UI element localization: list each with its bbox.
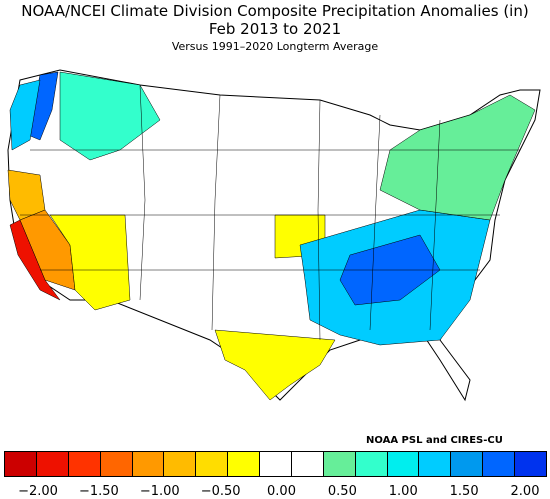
legend-swatch bbox=[5, 452, 37, 476]
division-boundaries bbox=[20, 84, 520, 341]
legend-swatch bbox=[291, 452, 324, 476]
legend-swatch bbox=[387, 452, 420, 476]
legend-swatch bbox=[451, 452, 484, 476]
color-scale-legend bbox=[4, 451, 547, 477]
legend-swatch bbox=[228, 452, 260, 476]
legend-tick-label: 0.00 bbox=[267, 484, 296, 499]
legend-swatch bbox=[196, 452, 229, 476]
legend-swatch bbox=[68, 452, 101, 476]
legend-tick-label: −2.00 bbox=[18, 484, 58, 499]
region-northeast bbox=[379, 94, 536, 221]
map-period: Feb 2013 to 2021 bbox=[208, 20, 342, 38]
region-texas bbox=[214, 329, 336, 401]
legend-tick-label: 1.50 bbox=[449, 484, 479, 499]
legend-tick-label: 0.50 bbox=[327, 484, 357, 499]
legend-swatch bbox=[355, 452, 388, 476]
legend-swatch bbox=[419, 452, 452, 476]
map-title: NOAA/NCEI Climate Division Composite Pre… bbox=[21, 2, 529, 20]
legend-tick-label: −1.50 bbox=[78, 484, 119, 499]
legend-swatch bbox=[515, 452, 546, 476]
credit-label: NOAA PSL and CIRES-CU bbox=[366, 435, 503, 446]
legend-swatch bbox=[483, 452, 515, 476]
legend-swatch bbox=[323, 452, 356, 476]
legend-swatch bbox=[100, 452, 133, 476]
legend-tick-label: −1.00 bbox=[139, 484, 180, 499]
legend-tick-label: 2.00 bbox=[510, 484, 540, 499]
region-southern-california-coast bbox=[9, 219, 61, 301]
legend-swatch bbox=[164, 452, 197, 476]
region-washington-cascades bbox=[9, 79, 41, 151]
legend-swatch bbox=[132, 452, 165, 476]
legend-swatch bbox=[36, 452, 69, 476]
legend-tick-label: 1.00 bbox=[388, 484, 418, 499]
map-subtitle: Versus 1991–2020 Longterm Average bbox=[171, 40, 379, 53]
legend-swatch bbox=[260, 452, 292, 476]
legend-tick-label: −0.50 bbox=[200, 484, 241, 499]
